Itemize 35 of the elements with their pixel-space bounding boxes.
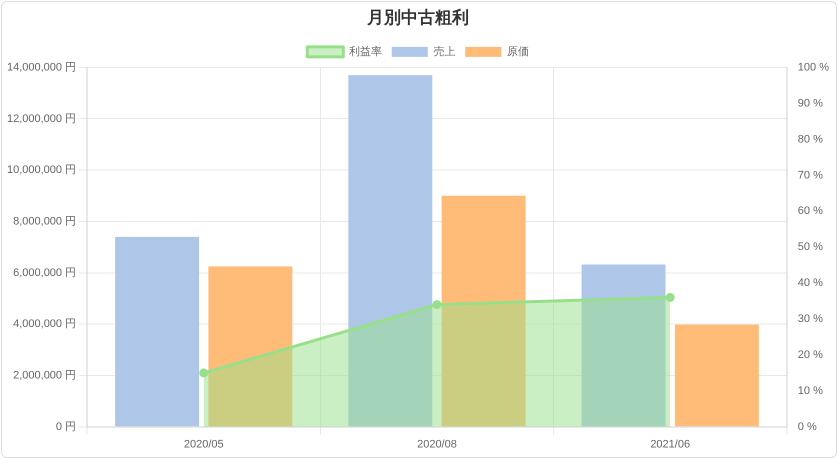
y-tick-label: 14,000,000 円: [6, 61, 76, 74]
x-tick-label: 2021/06: [650, 438, 690, 450]
y-tick-label: 12,000,000 円: [6, 112, 76, 125]
y-tick-label: 6,000,000 円: [13, 266, 76, 279]
bar: [674, 324, 759, 426]
y2-tick-label: 80 %: [798, 133, 824, 146]
x-tick-label: 2020/05: [184, 438, 224, 450]
x-tick-label: 2020/08: [417, 438, 457, 450]
y2-tick-label: 30 %: [798, 313, 824, 326]
point: [432, 300, 442, 310]
chart-title: 月別中古粗利: [366, 8, 469, 27]
y2-tick-label: 40 %: [798, 277, 824, 290]
y2-tick-label: 50 %: [798, 241, 824, 254]
y-tick-label: 8,000,000 円: [13, 215, 76, 228]
y-tick-label: 4,000,000 円: [13, 318, 76, 330]
legend-label: 利益率: [348, 44, 382, 58]
point: [666, 292, 675, 302]
y2-tick-label: 60 %: [798, 205, 824, 218]
bar: [442, 196, 526, 426]
y2-tick-label: 0 %: [798, 420, 817, 433]
y-tick-label: 0 円: [56, 420, 76, 433]
bar: [115, 236, 200, 426]
legend-label: 原価: [506, 46, 529, 58]
y2-tick-label: 100 %: [798, 61, 830, 74]
legend-label: 売上: [433, 44, 456, 58]
y-tick-label: 10,000,000 円: [6, 164, 76, 176]
point: [199, 368, 208, 378]
y2-tick-label: 70 %: [798, 169, 824, 182]
bar: [582, 264, 666, 426]
y2-tick-label: 20 %: [798, 348, 824, 361]
y2-tick-label: 10 %: [798, 384, 824, 397]
y-tick-label: 2,000,000 円: [13, 369, 76, 382]
bar: [208, 266, 292, 426]
bar: [348, 75, 432, 426]
y2-tick-label: 90 %: [798, 97, 824, 110]
